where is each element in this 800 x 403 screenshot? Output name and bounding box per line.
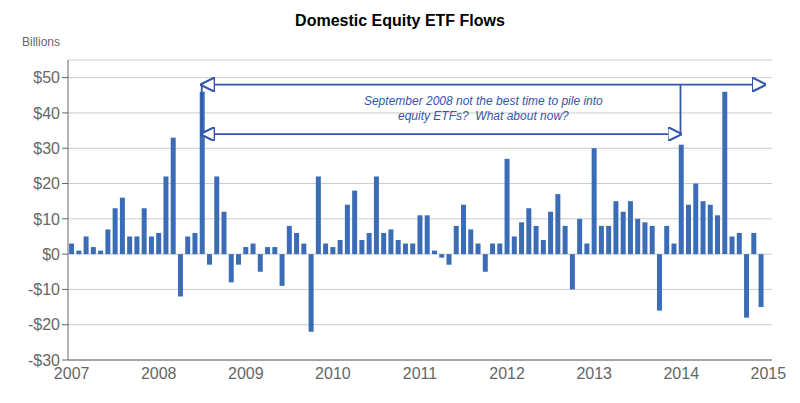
- svg-text:$10: $10: [33, 211, 60, 228]
- svg-text:2014: 2014: [663, 365, 699, 382]
- svg-text:2008: 2008: [141, 365, 177, 382]
- svg-text:2010: 2010: [315, 365, 351, 382]
- svg-text:$0: $0: [42, 246, 60, 263]
- svg-text:-$30: -$30: [28, 352, 60, 369]
- svg-text:2011: 2011: [403, 365, 438, 382]
- svg-text:-$10: -$10: [28, 281, 60, 298]
- svg-text:2009: 2009: [228, 365, 264, 382]
- svg-text:$30: $30: [33, 140, 60, 157]
- html-text:Billions: Billions: [22, 35, 60, 49]
- svg-text:2013: 2013: [576, 365, 612, 382]
- svg-text:$40: $40: [33, 105, 60, 122]
- svg-text:$50: $50: [33, 69, 60, 86]
- svg-text:-$20: -$20: [28, 316, 60, 333]
- svg-text:2007: 2007: [53, 365, 90, 383]
- svg-text:$20: $20: [33, 175, 60, 192]
- html-text:September 2008 not the best ti: September 2008 not the best time to pile…: [363, 94, 603, 124]
- svg-text:2015: 2015: [751, 365, 787, 382]
- svg-text:2012: 2012: [489, 365, 525, 382]
- html-text:Domestic Equity ETF Flows: Domestic Equity ETF Flows: [295, 12, 505, 29]
